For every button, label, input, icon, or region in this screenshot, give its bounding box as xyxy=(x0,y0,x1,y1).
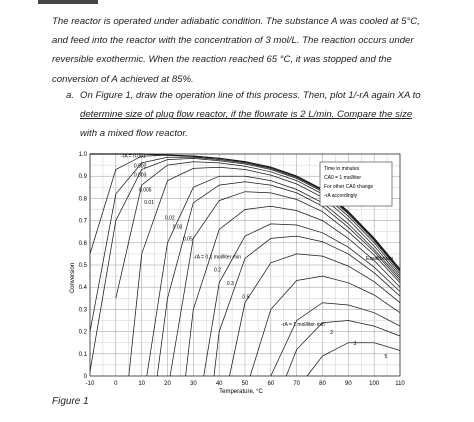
x-tick-label: -10 xyxy=(86,381,95,387)
x-tick-label: 100 xyxy=(369,381,380,387)
y-tick-label: 0.9 xyxy=(79,174,88,180)
header-strip xyxy=(38,0,98,4)
paragraph-line-3: reversible exothermic. When the reaction… xyxy=(52,54,392,66)
rate-curve xyxy=(270,302,401,377)
x-axis-label: Temperature, °C xyxy=(219,389,263,395)
x-tick-label: 10 xyxy=(138,381,145,387)
x-tick-label: 30 xyxy=(190,381,197,387)
problem-paragraph: The reactor is operated under adiabatic … xyxy=(52,12,444,89)
rate-label: 3 xyxy=(354,341,357,347)
task-line-3: with a mixed flow reactor. xyxy=(80,128,188,140)
task-line-1: On Figure 1, draw the operation line of … xyxy=(80,90,421,101)
figure-1: -10 0 10 20 30 40 50 60 70 80 90 100 110 0 0.1 0.2 0.3 0.… xyxy=(66,148,414,400)
y-tick-label: 0.6 xyxy=(79,241,88,247)
y-tick-label: 0 xyxy=(84,374,88,380)
y-tick-label: 0.1 xyxy=(79,352,88,358)
rate-curve xyxy=(285,320,401,377)
y-tick-label: 0.3 xyxy=(79,307,88,313)
legend-line-4: -rA accordingly xyxy=(324,193,358,199)
x-tick-label: 40 xyxy=(216,381,223,387)
rate-label: 0.02 xyxy=(165,215,175,221)
x-tick-label: 110 xyxy=(395,381,405,387)
rate-label: 5 xyxy=(385,354,388,360)
conversion-temperature-chart: -10 0 10 20 30 40 50 60 70 80 90 100 11000.10.20.30.… xyxy=(66,148,414,400)
x-tick-label: 90 xyxy=(345,381,352,387)
rate-label: 0.05 xyxy=(183,237,193,243)
rate-curve xyxy=(306,342,401,377)
y-tick-label: 0.4 xyxy=(79,285,88,291)
rate-curve xyxy=(185,205,401,377)
legend-line-2: CA0 = 1 mol/liter xyxy=(324,175,361,181)
rate-label: 0.3 xyxy=(227,281,234,287)
y-tick-label: 0.2 xyxy=(79,330,88,336)
rate-label: 0.002 xyxy=(134,163,147,169)
rate-curve xyxy=(169,191,401,377)
rate-curve xyxy=(203,223,401,377)
task-line-2: determine size of plug flow reactor, if … xyxy=(80,109,413,121)
task-label: a. xyxy=(66,90,75,101)
task-a: a. On Figure 1, draw the operation line … xyxy=(66,86,440,144)
rate-curve xyxy=(156,181,401,377)
legend-line-1: Time in minutes xyxy=(324,166,360,172)
rate-curve xyxy=(89,158,401,372)
legend-line-3: For other CA0 change xyxy=(324,184,373,190)
rate-label: 2 xyxy=(330,330,333,336)
rate-label: 0.005 xyxy=(139,188,152,194)
figure-caption: Figure 1 xyxy=(52,396,89,407)
x-tick-label: 70 xyxy=(293,381,300,387)
rate-label: -rA = 0.1 mol/liter·min xyxy=(193,254,241,260)
rate-label: 0.5 xyxy=(242,294,249,300)
rate-label: 0.2 xyxy=(214,268,221,274)
axis-ticks: -10 0 10 20 30 40 50 60 70 80 90 100 11000.10.20.30.… xyxy=(79,152,406,387)
legend-box xyxy=(319,161,393,207)
rate-curve xyxy=(115,161,401,299)
rate-curve xyxy=(89,156,401,332)
x-tick-label: 60 xyxy=(267,381,274,387)
plot-frame xyxy=(89,153,401,377)
rate-label: 0.01 xyxy=(144,200,154,206)
rate-label: 0.003 xyxy=(134,173,147,179)
rate-label: 0.03 xyxy=(173,224,183,230)
y-tick-label: 0.8 xyxy=(79,196,88,202)
rate-curves xyxy=(89,153,401,377)
y-tick-label: 0.5 xyxy=(79,263,88,269)
rate-curve xyxy=(128,166,401,377)
rate-curve xyxy=(89,154,401,270)
y-tick-label: 0.7 xyxy=(79,219,88,225)
rate-label: -rA = 1 mol/liter·min xyxy=(281,322,325,328)
equilibrium-label: Equilibrium xyxy=(366,256,394,262)
x-tick-label: 80 xyxy=(319,381,326,387)
rate-label: -rA = 0.001 xyxy=(121,153,146,159)
paragraph-line-4: conversion of A achieved at 85%. xyxy=(52,73,194,85)
x-tick-label: 0 xyxy=(114,381,118,387)
y-axis-label: Conversion xyxy=(70,263,76,293)
y-tick-label: 1.0 xyxy=(79,152,88,158)
paragraph-line-1: The reactor is operated under adiabatic … xyxy=(52,16,420,27)
paragraph-line-2: and feed into the reactor with the conce… xyxy=(52,35,414,47)
rate-curve xyxy=(146,175,401,377)
x-tick-label: 20 xyxy=(164,381,171,387)
rate-labels: -rA = 0.001 0.002 0.003 0.005 0.01 0.02 0.03 0.… xyxy=(121,153,388,360)
rate-curve xyxy=(229,253,401,377)
x-tick-label: 50 xyxy=(242,381,249,387)
rate-curve xyxy=(249,275,401,377)
rate-curve xyxy=(213,235,401,377)
